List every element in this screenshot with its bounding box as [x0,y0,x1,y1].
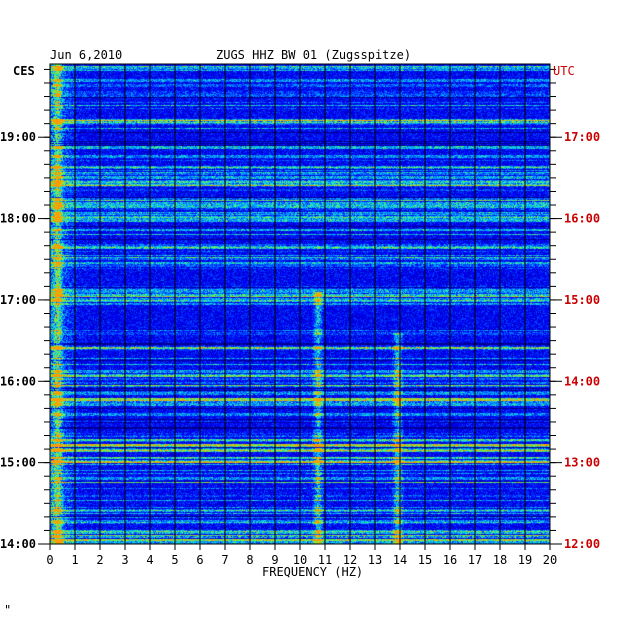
x-tick-label: 19 [518,553,532,567]
x-axis-label: FREQUENCY (HZ) [262,565,363,579]
x-tick-label: 1 [71,553,78,567]
x-tick-label: 12 [343,553,357,567]
left-tick-label: 17:00 [0,293,36,307]
x-tick-label: 0 [46,553,53,567]
left-tick-label: 19:00 [0,130,36,144]
left-tick-label: 18:00 [0,212,36,226]
right-tick-label: 15:00 [564,293,600,307]
left-tick-label: 15:00 [0,456,36,470]
x-tick-label: 11 [318,553,332,567]
x-tick-label: 6 [196,553,203,567]
grid-lines [74,64,526,544]
x-tick-label: 18 [493,553,507,567]
chart-title: ZUGS HHZ BW 01 (Zugsspitze) [216,48,411,62]
right-tick-label: 17:00 [564,130,600,144]
left-tick-label: 16:00 [0,374,36,388]
x-tick-label: 7 [221,553,228,567]
x-tick-label: 9 [271,553,278,567]
x-tick-label: 15 [418,553,432,567]
x-tick-label: 5 [171,553,178,567]
right-timezone-label: UTC [553,64,575,78]
x-tick-label: 14 [393,553,407,567]
x-tick-label: 8 [246,553,253,567]
left-tick-label: 14:00 [0,537,36,551]
x-tick-label: 4 [146,553,153,567]
date-label: Jun 6,2010 [50,48,122,62]
x-tick-label: 13 [368,553,382,567]
x-tick-label: 10 [293,553,307,567]
right-tick-label: 14:00 [564,374,600,388]
x-tick-label: 3 [121,553,128,567]
right-tick-label: 13:00 [564,456,600,470]
footer-mark: " [4,603,11,617]
right-tick-label: 16:00 [564,212,600,226]
left-timezone-label: CES [13,64,35,78]
x-tick-label: 20 [543,553,557,567]
axes: 0 1 2 3 4 5 6 7 8 9 10 11 12 13 14 15 16 17 18 19 2019:0018:… [0,63,600,567]
right-tick-label: 12:00 [564,537,600,551]
x-tick-label: 2 [96,553,103,567]
x-tick-label: 17 [468,553,482,567]
x-tick-label: 16 [443,553,457,567]
